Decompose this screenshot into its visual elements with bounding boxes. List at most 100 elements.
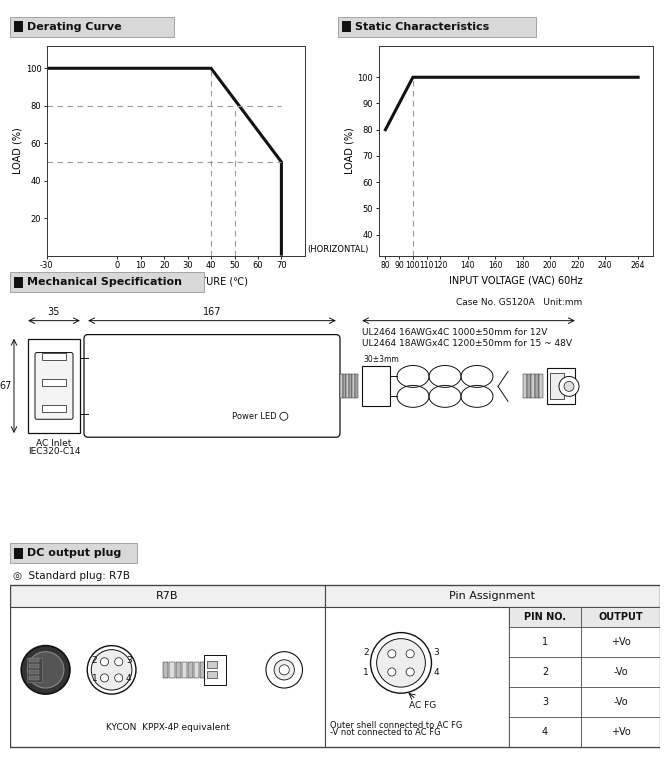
Bar <box>547 369 575 404</box>
Bar <box>176 662 181 678</box>
Bar <box>207 671 217 678</box>
Text: UL2464 18AWGx4C 1200±50mm for 15 ~ 48V: UL2464 18AWGx4C 1200±50mm for 15 ~ 48V <box>362 339 572 348</box>
Text: 4: 4 <box>126 674 131 684</box>
Text: 167: 167 <box>203 307 221 317</box>
Text: +Vo: +Vo <box>611 726 630 736</box>
Circle shape <box>87 645 136 694</box>
Text: UL2464 16AWGx4C 1000±50mm for 12V: UL2464 16AWGx4C 1000±50mm for 12V <box>362 328 547 337</box>
Circle shape <box>388 668 396 676</box>
Text: 2: 2 <box>542 667 548 677</box>
Text: AMBIENT TEMPERATURE (℃): AMBIENT TEMPERATURE (℃) <box>108 276 247 286</box>
Bar <box>355 375 358 398</box>
Bar <box>42 405 66 412</box>
Circle shape <box>371 633 431 693</box>
Circle shape <box>564 382 574 391</box>
Bar <box>10 585 325 607</box>
Circle shape <box>406 668 414 676</box>
Bar <box>29 670 40 674</box>
Text: Static Characteristics: Static Characteristics <box>355 21 489 32</box>
Text: 3: 3 <box>542 697 548 707</box>
Text: IEC320-C14: IEC320-C14 <box>27 447 80 456</box>
Circle shape <box>100 658 109 666</box>
Bar <box>352 375 355 398</box>
Text: AC Inlet: AC Inlet <box>36 439 72 448</box>
Text: +Vo: +Vo <box>611 637 630 647</box>
Text: PIN NO.: PIN NO. <box>524 612 566 623</box>
X-axis label: INPUT VOLTAGE (VAC) 60Hz: INPUT VOLTAGE (VAC) 60Hz <box>449 275 583 285</box>
Circle shape <box>559 376 579 396</box>
Text: Pin Assignment: Pin Assignment <box>450 591 535 601</box>
Circle shape <box>279 665 289 675</box>
Text: R7B: R7B <box>156 591 179 601</box>
Text: 3: 3 <box>433 649 440 657</box>
Text: Derating Curve: Derating Curve <box>27 21 121 32</box>
Bar <box>535 375 539 398</box>
Bar <box>349 375 352 398</box>
Bar <box>29 658 40 662</box>
Bar <box>509 687 660 716</box>
Bar <box>188 662 193 678</box>
Bar <box>362 366 390 407</box>
Bar <box>527 375 531 398</box>
Circle shape <box>100 674 109 682</box>
Text: DC output plug: DC output plug <box>27 548 121 559</box>
Text: Mechanical Specification: Mechanical Specification <box>27 277 182 288</box>
Bar <box>325 607 509 746</box>
Text: 2: 2 <box>92 656 97 665</box>
Bar <box>42 379 66 386</box>
Text: 67: 67 <box>0 381 12 391</box>
Text: 1: 1 <box>92 674 97 684</box>
Y-axis label: LOAD (%): LOAD (%) <box>13 127 23 174</box>
Text: 4: 4 <box>433 668 439 678</box>
Text: 2: 2 <box>363 649 369 657</box>
Bar <box>346 375 349 398</box>
Text: ◎  Standard plug: R7B: ◎ Standard plug: R7B <box>13 571 131 581</box>
Circle shape <box>280 412 288 420</box>
Text: Outer shell connected to AC FG: Outer shell connected to AC FG <box>330 721 462 730</box>
Circle shape <box>115 674 123 682</box>
Circle shape <box>91 649 132 690</box>
Text: 3: 3 <box>126 656 131 665</box>
Bar <box>207 661 217 668</box>
Text: -Vo: -Vo <box>613 667 628 677</box>
Bar <box>182 662 187 678</box>
Text: 1: 1 <box>542 637 548 647</box>
Circle shape <box>266 652 303 688</box>
Bar <box>204 655 226 685</box>
Bar <box>531 375 535 398</box>
Text: -Vo: -Vo <box>613 697 628 707</box>
Bar <box>200 662 205 678</box>
Bar <box>539 375 543 398</box>
Bar <box>343 375 346 398</box>
Circle shape <box>27 652 64 688</box>
FancyBboxPatch shape <box>84 335 340 437</box>
Bar <box>42 353 66 359</box>
Text: (HORIZONTAL): (HORIZONTAL) <box>307 245 368 254</box>
Bar <box>163 662 168 678</box>
Circle shape <box>377 639 425 687</box>
Bar <box>509 657 660 687</box>
Circle shape <box>406 650 414 658</box>
Y-axis label: LOAD (%): LOAD (%) <box>344 127 354 174</box>
Bar <box>170 662 175 678</box>
Circle shape <box>115 658 123 666</box>
Bar <box>509 607 660 627</box>
Bar <box>194 662 199 678</box>
Bar <box>509 716 660 746</box>
Text: OUTPUT: OUTPUT <box>598 612 643 623</box>
Text: AC FG: AC FG <box>409 701 436 710</box>
Text: 4: 4 <box>542 726 548 736</box>
Text: Case No. GS120A   Unit:mm: Case No. GS120A Unit:mm <box>456 298 582 307</box>
Bar <box>10 607 325 746</box>
Text: -V not connected to AC FG: -V not connected to AC FG <box>330 729 441 737</box>
Bar <box>509 627 660 657</box>
Circle shape <box>388 650 396 658</box>
Bar <box>550 373 564 399</box>
Bar <box>29 676 40 680</box>
Text: 1: 1 <box>362 668 369 678</box>
Bar <box>523 375 527 398</box>
Bar <box>509 607 660 746</box>
Bar <box>29 664 40 668</box>
Circle shape <box>21 645 70 694</box>
Text: Power LED: Power LED <box>232 412 277 420</box>
